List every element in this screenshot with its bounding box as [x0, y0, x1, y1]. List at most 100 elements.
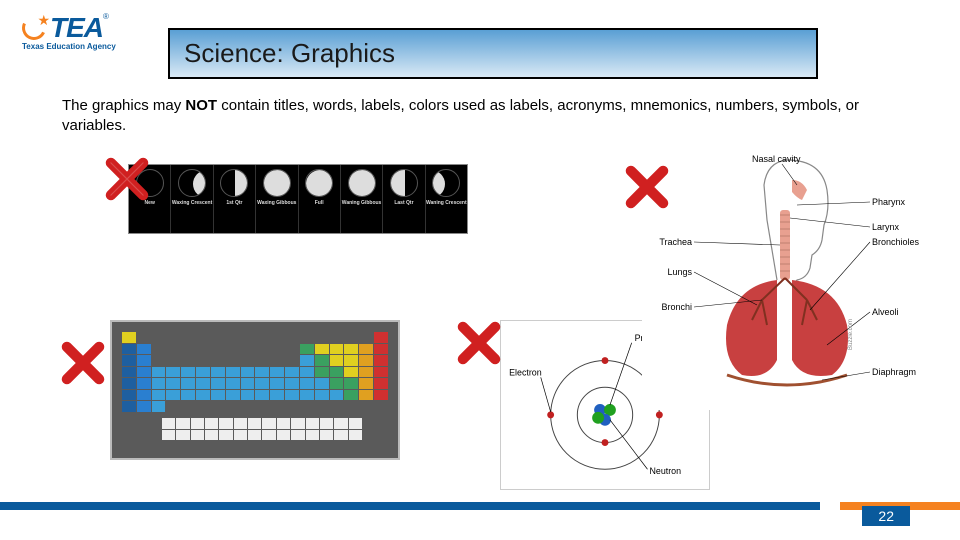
neutron-label: Neutron: [649, 466, 681, 476]
pt-cell: [181, 332, 195, 343]
pt-cell: [291, 430, 304, 441]
pt-cell: [300, 378, 314, 389]
pt-cell: [344, 332, 358, 343]
moon-phase-label: Waning Gibbous: [342, 201, 382, 207]
periodic-table-graphic: [110, 320, 400, 460]
pt-cell: [152, 355, 166, 366]
pt-cell: [211, 332, 225, 343]
pt-cell: [248, 430, 261, 441]
pt-cell: [270, 367, 284, 378]
slide-title-box: Science: Graphics: [168, 28, 818, 79]
pt-cell: [315, 355, 329, 366]
pt-cell: [162, 418, 175, 429]
pt-cell: [255, 390, 269, 401]
pt-cell: [255, 344, 269, 355]
pt-cell: [152, 367, 166, 378]
pt-cell: [270, 401, 284, 412]
pt-cell: [211, 355, 225, 366]
pt-cell: [320, 418, 333, 429]
pt-cell: [166, 332, 180, 343]
pt-cell: [241, 344, 255, 355]
pt-cell: [137, 390, 151, 401]
pt-cell: [166, 367, 180, 378]
pt-cell: [255, 378, 269, 389]
pt-cell: [277, 418, 290, 429]
pt-cell: [241, 401, 255, 412]
pt-cell: [285, 355, 299, 366]
pt-cell: [122, 401, 136, 412]
credit-text: Buzzle.com: [848, 319, 854, 350]
moon-icon: [178, 169, 206, 197]
pt-cell: [315, 390, 329, 401]
x-mark-icon: [456, 320, 502, 366]
pt-cell: [359, 344, 373, 355]
moon-icon: [263, 169, 291, 197]
pt-cell: [300, 355, 314, 366]
moon-phase-cell: Last Qtr: [383, 165, 425, 233]
pt-cell: [219, 430, 232, 441]
pt-cell: [285, 378, 299, 389]
respiratory-graphic: Trachea Lungs Bronchi Pharynx Larynx Bro…: [642, 150, 932, 410]
tea-logo: ★ TEA® Texas Education Agency: [20, 12, 116, 51]
pt-cell: [211, 390, 225, 401]
pt-cell: [166, 390, 180, 401]
pt-cell: [359, 332, 373, 343]
pt-cell: [162, 430, 175, 441]
moon-phase-label: Waning Crescent: [426, 201, 467, 207]
pt-cell: [122, 367, 136, 378]
moon-phase-cell: 1st Qtr: [214, 165, 256, 233]
pt-cell: [122, 355, 136, 366]
pt-cell: [291, 418, 304, 429]
pt-cell: [226, 332, 240, 343]
pt-cell: [300, 367, 314, 378]
pt-cell: [205, 418, 218, 429]
pt-cell: [374, 332, 388, 343]
pt-cell: [196, 378, 210, 389]
pt-cell: [122, 344, 136, 355]
pt-cell: [270, 355, 284, 366]
pt-cell: [270, 344, 284, 355]
pt-cell: [270, 332, 284, 343]
pt-cell: [226, 344, 240, 355]
pt-cell: [122, 378, 136, 389]
content-area: NewWaxing Crescent1st QtrWaxing GibbousF…: [62, 150, 920, 480]
body-bold: NOT: [185, 97, 217, 114]
logo-subtitle: Texas Education Agency: [22, 42, 116, 51]
pt-cell: [359, 390, 373, 401]
bronchioles-label: Bronchioles: [872, 237, 920, 247]
moon-phase-cell: Waning Crescent: [426, 165, 467, 233]
pt-cell: [315, 367, 329, 378]
pt-cell: [330, 390, 344, 401]
pt-cell: [181, 344, 195, 355]
pt-cell: [344, 390, 358, 401]
lungs-label: Lungs: [667, 267, 692, 277]
pt-cell: [152, 344, 166, 355]
pt-cell: [181, 390, 195, 401]
pt-cell: [226, 378, 240, 389]
pt-cell: [330, 367, 344, 378]
pt-cell: [334, 430, 347, 441]
moon-icon: [305, 169, 333, 197]
pt-cell: [330, 401, 344, 412]
pt-cell: [255, 332, 269, 343]
pt-cell: [226, 355, 240, 366]
pt-cell: [211, 378, 225, 389]
body-text: The graphics may NOT contain titles, wor…: [62, 96, 920, 137]
footer-bar: [0, 502, 820, 510]
pt-cell: [315, 332, 329, 343]
pt-cell: [344, 344, 358, 355]
pt-cell: [166, 355, 180, 366]
page-number: 22: [862, 506, 910, 526]
pt-cell: [359, 378, 373, 389]
pt-cell: [137, 367, 151, 378]
pt-cell: [241, 367, 255, 378]
pt-cell: [234, 430, 247, 441]
moon-phase-label: Waxing Gibbous: [257, 201, 296, 207]
pt-cell: [191, 418, 204, 429]
pt-cell: [255, 401, 269, 412]
pt-cell: [152, 378, 166, 389]
pt-cell: [211, 401, 225, 412]
larynx-label: Larynx: [872, 222, 900, 232]
pt-cell: [300, 401, 314, 412]
pt-cell: [330, 332, 344, 343]
